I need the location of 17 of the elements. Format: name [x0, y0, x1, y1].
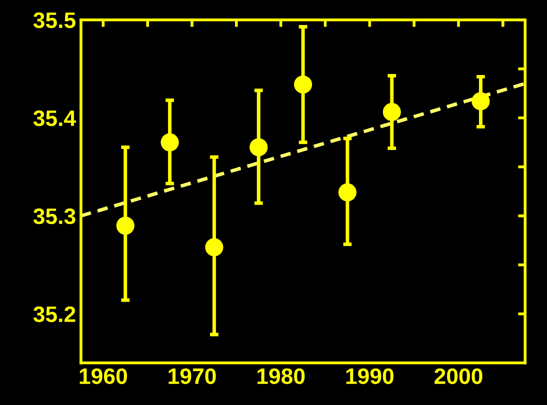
point	[338, 183, 357, 202]
x-tick-label: 1980	[258, 368, 305, 384]
point	[205, 238, 224, 256]
point	[160, 133, 179, 152]
y-tick-label: 35.2	[33, 306, 76, 322]
x-tick-label: 1970	[168, 368, 216, 384]
point	[294, 75, 312, 94]
y-tick-label: 35.5	[33, 12, 76, 28]
point	[250, 138, 268, 156]
x-tick-label: 1990	[346, 368, 394, 384]
x-tick-label: 2000	[434, 368, 482, 384]
point	[382, 102, 401, 122]
x-tick-label: 1960	[80, 368, 127, 384]
point	[472, 92, 490, 110]
y-tick-label: 35.3	[33, 208, 76, 224]
point	[116, 216, 134, 235]
y-tick-label: 35.4	[33, 110, 76, 126]
